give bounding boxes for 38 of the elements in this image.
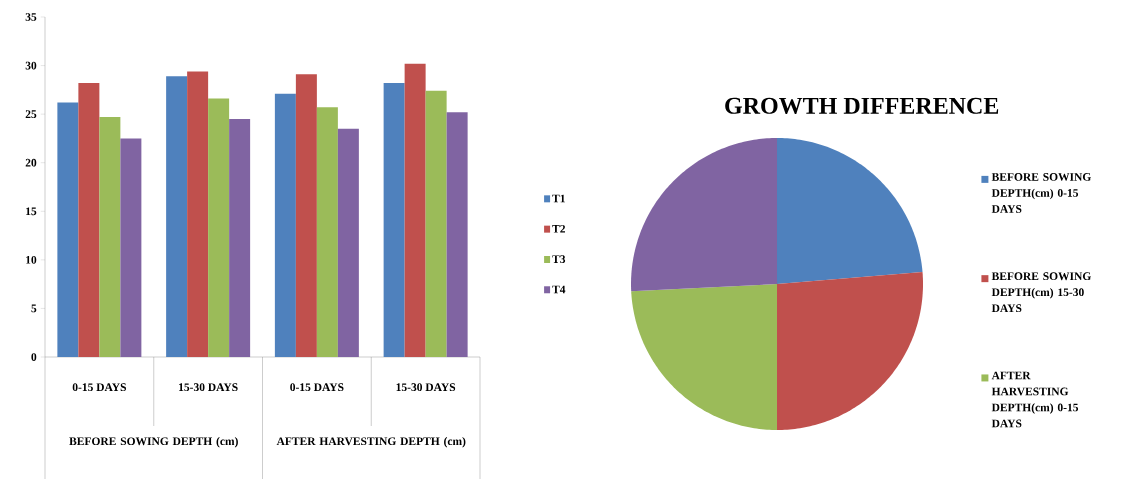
x-tick-label: 0-15 DAYS: [290, 383, 344, 392]
bar: [229, 119, 251, 357]
text: BEFORE SOWING DEPTH (cm): [69, 437, 238, 448]
bar: [187, 71, 209, 357]
legend-label: BEFORE SOWING DEPTH(cm) 0-15 DAYS: [991, 173, 1091, 213]
y-tick-label: 10: [26, 255, 37, 264]
y-tick-label: 25: [25, 110, 37, 118]
y-tick-label: 35: [25, 13, 37, 21]
legend-label: AFTER HARVESTING DEPTH(cm) 0-15 DAYS: [991, 371, 1079, 428]
bar: [337, 128, 359, 357]
y-tick-label: 5: [31, 304, 37, 313]
bar: [166, 76, 188, 357]
bar: [120, 138, 142, 357]
x-tick-label: 0-15 DAYS: [72, 383, 126, 392]
bar: [316, 107, 338, 357]
x-tick-label: 15-30 DAYS: [396, 383, 456, 392]
legend-label: T2: [552, 224, 565, 233]
bar: [57, 102, 79, 357]
bar: [404, 63, 426, 357]
bar: [425, 90, 447, 357]
bar: [274, 93, 296, 357]
bar: [78, 83, 100, 357]
x-tick-label: 15-30 DAYS: [179, 383, 238, 392]
legend-label: BEFORE SOWING DEPTH(cm) 15-30 DAYS: [991, 272, 1091, 313]
bar: [383, 83, 405, 357]
text: AFTER HARVESTING DEPTH (cm): [276, 437, 466, 448]
bar: [208, 98, 230, 357]
legend-label: T3: [552, 255, 566, 264]
y-tick-label: 20: [25, 158, 37, 167]
y-tick-label: 15: [26, 207, 37, 216]
bar: [295, 74, 317, 357]
legend-label: T1: [552, 194, 565, 203]
legend-label: T4: [552, 285, 566, 294]
chart-title: GROWTH DIFFERENCE: [725, 97, 999, 114]
y-tick-label: 0: [31, 353, 37, 361]
bar: [99, 117, 121, 357]
y-tick-label: 30: [25, 61, 37, 70]
bar: [446, 112, 468, 357]
